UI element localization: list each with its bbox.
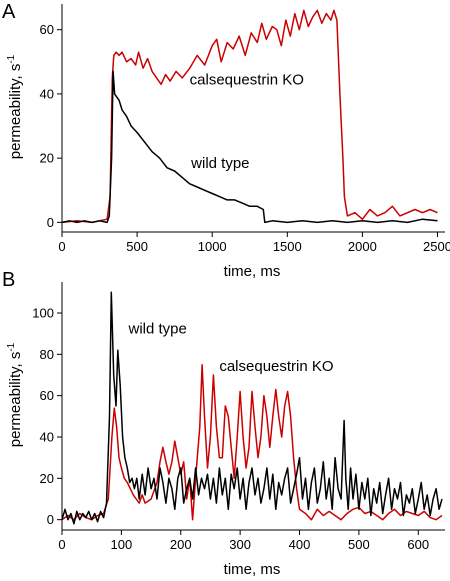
panel-b-series-red-line [61,363,443,521]
panel-a-series-red-line [61,9,438,224]
panel-b-ylabel: permeability, s-1 [6,342,24,447]
panel-b-series-black-line [61,291,443,525]
panel-a-x-tick-label: 2000 [348,239,377,254]
panel-a-y-tick-label: 20 [40,151,54,166]
panel-a-x-tick-label: 0 [58,239,65,254]
panel-b-y-tick-label: 80 [40,347,54,362]
panel-b-y-tick-label: 100 [32,306,54,321]
panel-a-plot-area: 0 500 1000 1500 2000 2500 0 20 40 60 calsequestrin… [40,4,450,254]
panel-b-xlabel: time, ms [224,561,281,578]
panel-a-letter: A [2,1,16,23]
panel-a-ylabel-superscript: -1 [6,54,17,63]
panel-b-x-tick-label: 300 [229,537,251,552]
panel-b-x-tick-label: 600 [407,537,429,552]
panel-b-x-tick-label: 400 [289,537,311,552]
panel-b-y-tick-label: 40 [40,430,54,445]
panel-b: B 0 100 200 300 400 500 600 0 20 40 60 80 100 wild ty… [2,269,445,578]
panel-a: A 0 500 1000 1500 2000 2500 0 20 40 60 calsequestr… [2,1,450,280]
panel-b-letter: B [2,269,15,291]
panel-a-annotation-1: wild type [190,155,249,172]
panel-b-y-tick-label: 0 [47,512,54,527]
panel-b-x-tick-label: 0 [58,537,65,552]
panel-b-y-tick-label: 60 [40,388,54,403]
panel-a-y-tick-label: 0 [47,215,54,230]
panel-b-ylabel-superscript: -1 [6,342,17,351]
panel-b-annotation-1: calsequestrin KO [219,358,333,375]
panel-a-x-tick-label: 500 [126,239,148,254]
panel-a-annotation-0: calsequestrin KO [190,71,304,88]
panel-a-x-tick-label: 1000 [198,239,227,254]
panel-a-x-tick-label: 1500 [273,239,302,254]
panel-b-plot-area: 0 100 200 300 400 500 600 0 20 40 60 80 100 wild type… [32,282,445,552]
panel-a-y-tick-label: 60 [40,22,54,37]
panel-a-xlabel: time, ms [224,263,281,280]
panel-b-x-tick-label: 200 [170,537,192,552]
panel-a-ylabel-main: permeability, s [7,64,24,160]
panel-b-x-tick-label: 100 [111,537,133,552]
panel-b-y-tick-label: 20 [40,471,54,486]
panel-a-x-tick-label: 2500 [423,239,450,254]
panel-b-ylabel-main: permeability, s [7,352,24,448]
panel-a-y-tick-label: 40 [40,86,54,101]
panel-b-annotation-0: wild type [128,321,187,338]
panel-a-series-black-line [61,70,438,224]
panel-b-x-tick-label: 500 [348,537,370,552]
panel-a-ylabel: permeability, s-1 [6,54,24,159]
